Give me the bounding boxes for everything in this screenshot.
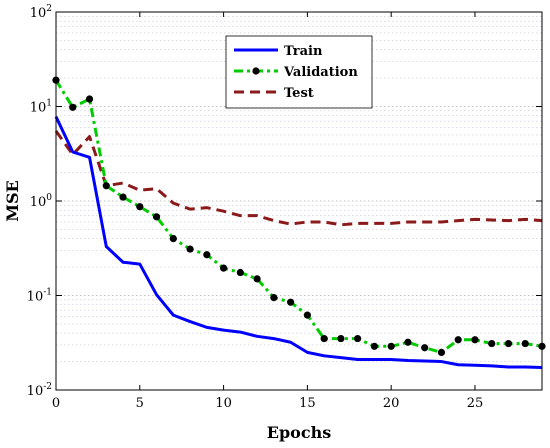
series-line-test [54, 130, 543, 227]
data-point-validation [203, 251, 211, 259]
data-point-validation [337, 334, 345, 343]
series-line-train [54, 116, 543, 369]
y-axis-title: MSE [3, 180, 22, 221]
data-point-validation [521, 339, 529, 348]
legend-label-test: Test [284, 86, 314, 101]
data-point-validation [320, 334, 328, 343]
data-point-validation [370, 342, 379, 350]
data-point-validation [437, 348, 446, 356]
legend-label-train: Train [284, 44, 323, 59]
data-point-validation [236, 268, 244, 277]
x-tick-label: 10 [215, 396, 232, 411]
data-point-validation [152, 213, 161, 221]
data-point-validation [253, 275, 261, 283]
legend-label-validation: Validation [283, 65, 358, 80]
x-tick-label: 20 [383, 396, 400, 411]
data-point-validation [186, 245, 194, 253]
data-point-validation [488, 339, 496, 348]
y-tick-label: 10-1 [27, 288, 52, 305]
data-point-validation [354, 334, 362, 343]
legend-box [225, 35, 373, 109]
data-point-validation [303, 311, 311, 319]
x-tick-label: 15 [299, 396, 316, 411]
data-point-validation [119, 193, 127, 201]
y-tick-label: 10-2 [27, 382, 52, 399]
data-point-validation [219, 264, 228, 272]
legend-marker [252, 67, 260, 75]
data-point-validation [454, 336, 462, 344]
x-axis-title: Epochs [267, 423, 331, 442]
data-point-validation [387, 342, 395, 350]
data-point-validation [136, 203, 144, 211]
data-point-validation [270, 294, 278, 302]
y-tick-label: 100 [30, 193, 53, 210]
x-tick-label: 5 [136, 396, 144, 411]
x-tick-label: 0 [52, 396, 60, 411]
data-point-validation [471, 336, 479, 344]
data-point-validation [504, 339, 513, 348]
data-point-validation [404, 338, 412, 346]
data-point-validation [69, 103, 77, 111]
x-axis: 0 5 10 15 20 25 [52, 12, 483, 411]
y-tick-label: 101 [30, 99, 52, 116]
x-tick-label: 25 [467, 396, 484, 411]
data-point-validation [287, 298, 295, 306]
data-point-validation [85, 95, 94, 103]
data-point-validation [421, 344, 429, 352]
series-layer [52, 76, 546, 369]
y-tick-label: 102 [30, 4, 52, 21]
legend: Train Validation Test [225, 35, 373, 109]
data-point-validation [102, 182, 110, 190]
data-point-validation [169, 235, 177, 243]
y-axis: 10-2 10-1 100 101 102 [27, 4, 542, 399]
